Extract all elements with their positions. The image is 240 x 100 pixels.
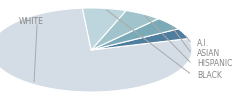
Polygon shape — [91, 29, 188, 50]
Polygon shape — [91, 19, 178, 50]
Polygon shape — [0, 8, 192, 92]
Polygon shape — [82, 8, 126, 50]
Text: ASIAN: ASIAN — [197, 50, 220, 58]
Text: HISPANIC: HISPANIC — [197, 60, 232, 68]
Polygon shape — [91, 11, 158, 50]
Text: WHITE: WHITE — [19, 18, 44, 26]
Text: BLACK: BLACK — [197, 70, 222, 80]
Text: A.I.: A.I. — [197, 40, 209, 48]
